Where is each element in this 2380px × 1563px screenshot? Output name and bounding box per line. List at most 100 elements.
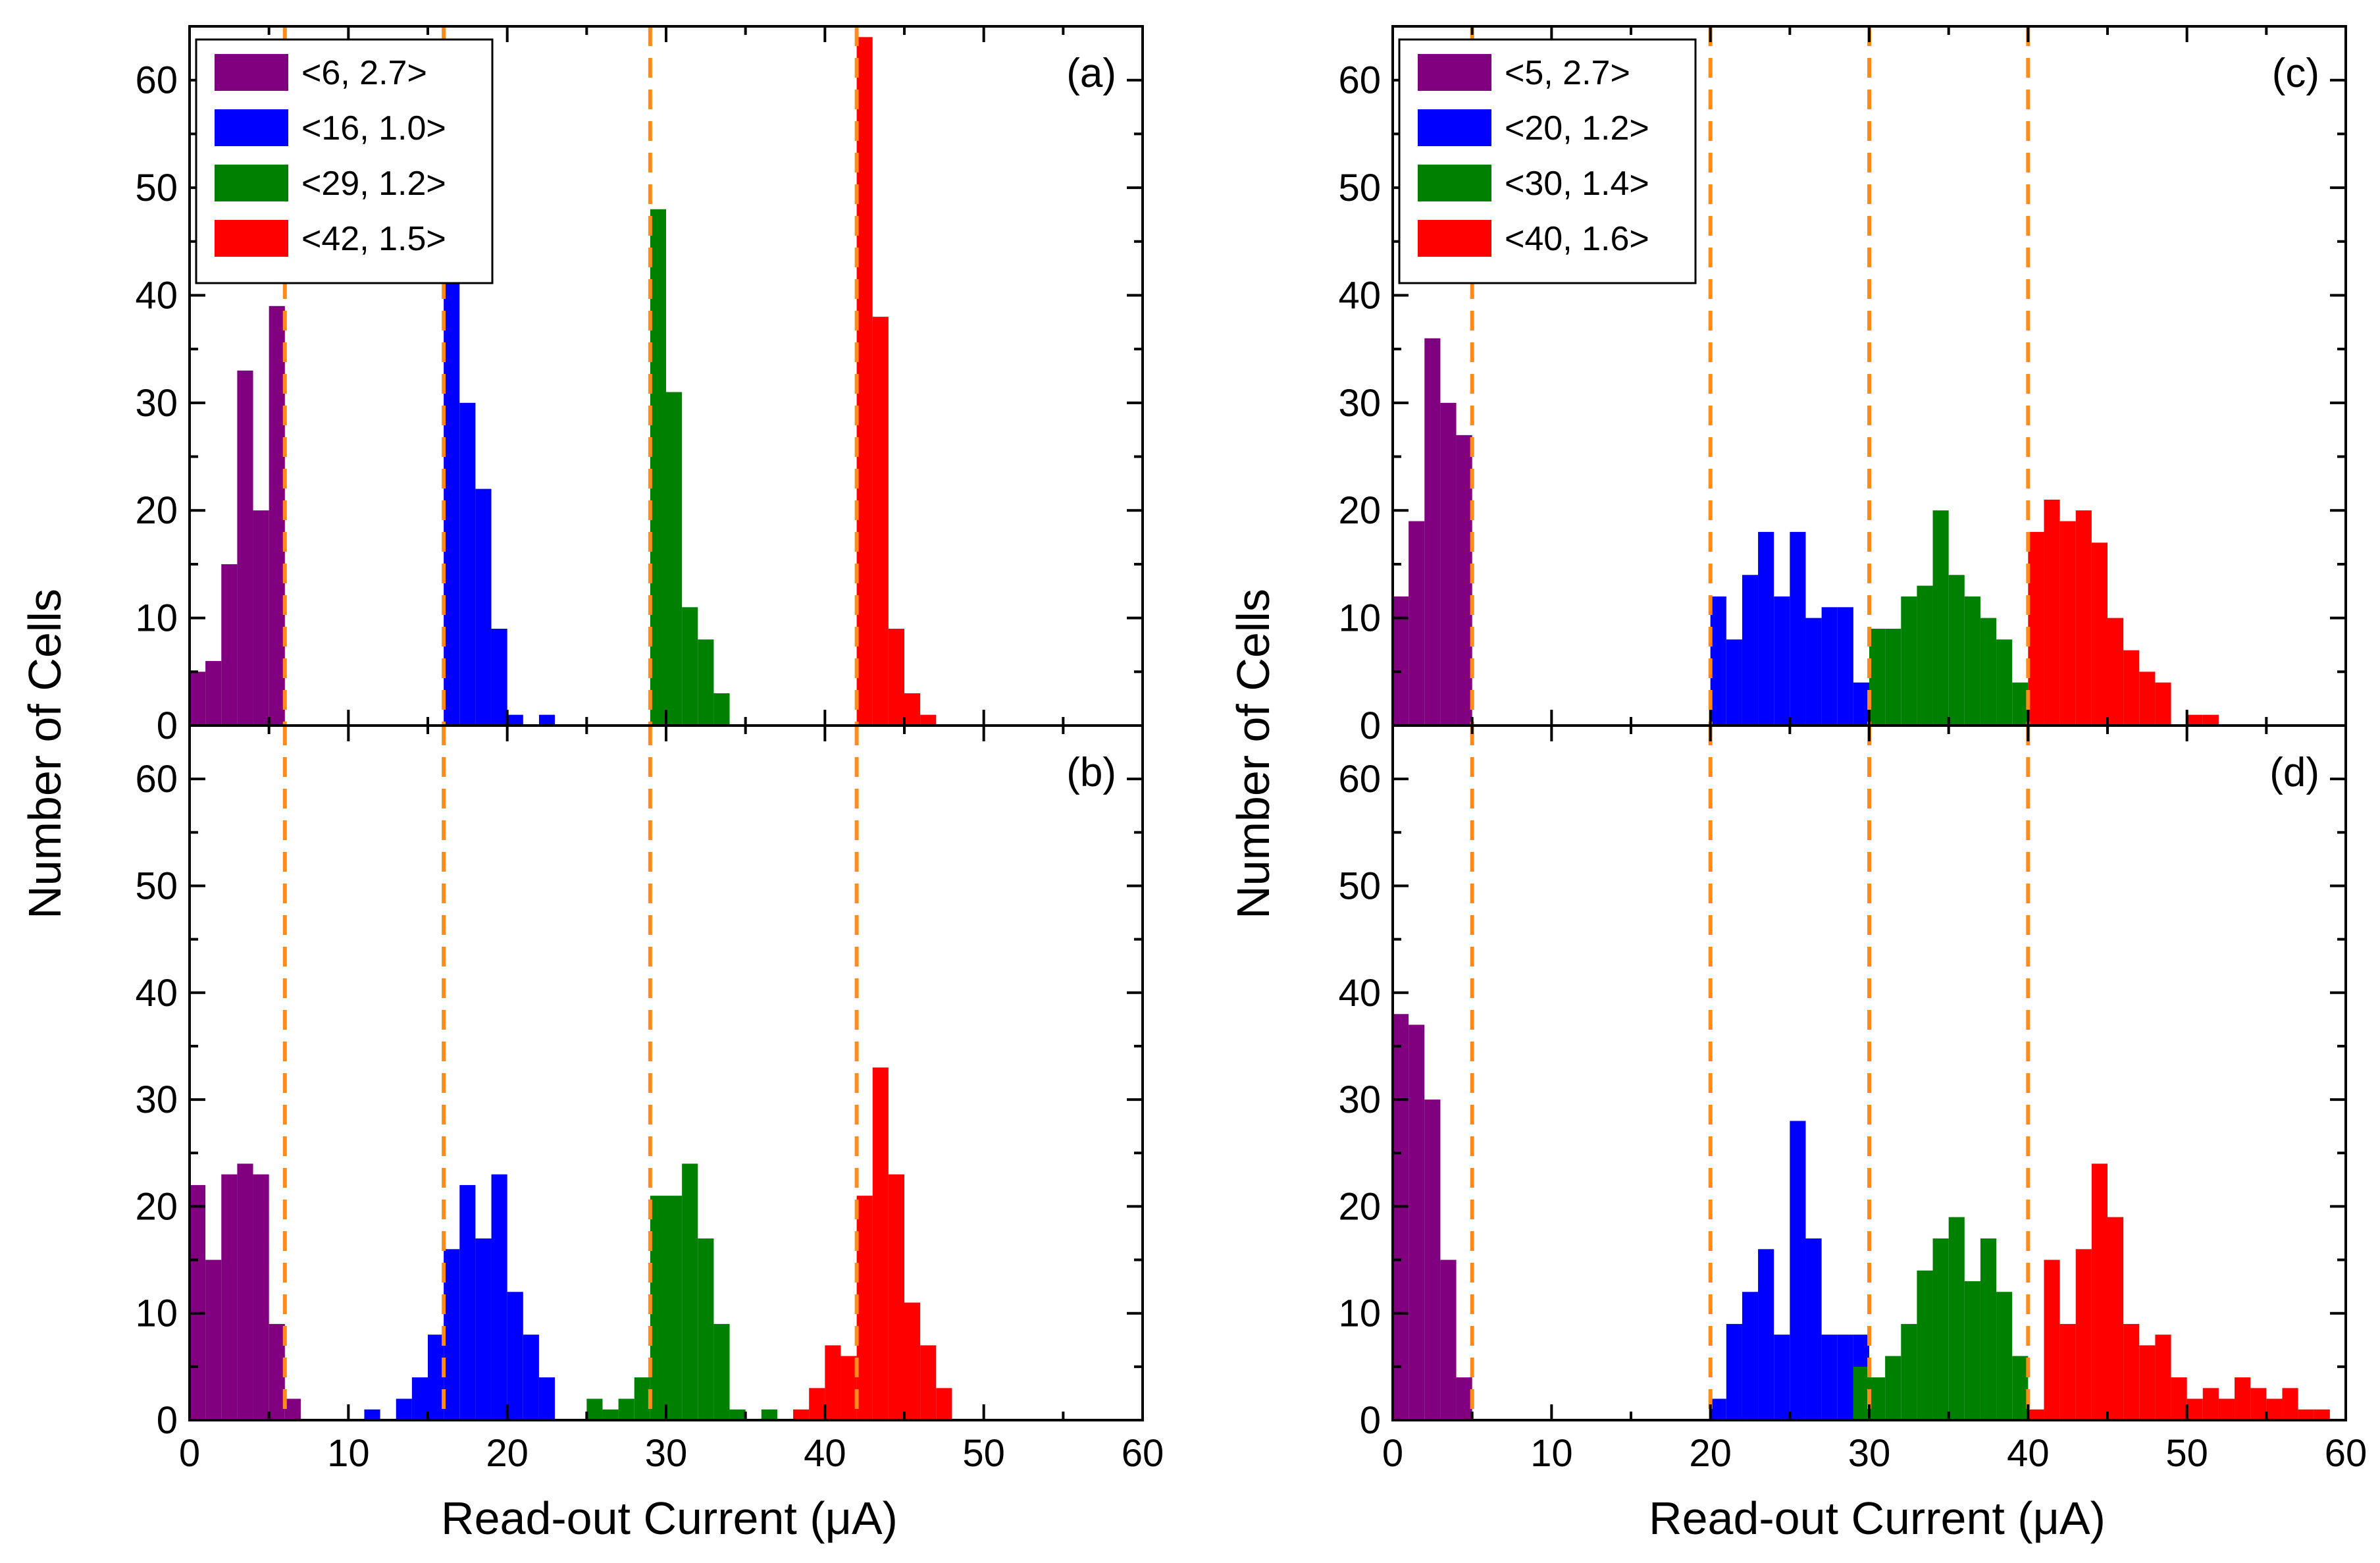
legend-swatch-blue: [1418, 109, 1491, 146]
bar-blue-23: [1758, 531, 1774, 726]
legend-swatch-red: [215, 220, 288, 257]
bar-green-37: [1980, 1238, 1997, 1420]
bar-red-47: [2139, 1345, 2156, 1420]
legend-entry-blue: <20, 1.2>: [1505, 109, 1649, 147]
legend-swatch-green: [215, 165, 288, 201]
bar-red-57: [2298, 1409, 2314, 1420]
legend: <5, 2.7> <20, 1.2> <30, 1.4> <40, 1.6>: [1398, 38, 1697, 284]
bar-red-46: [2123, 650, 2140, 726]
bar-blue-22: [538, 714, 556, 726]
bar-green-36: [761, 1409, 777, 1420]
y-tick-label-40: 40: [1338, 274, 1381, 317]
bar-blue-16: [444, 1249, 460, 1420]
bar-red-44: [2091, 1163, 2108, 1420]
bar-red-42: [2059, 521, 2076, 726]
y-tick-label-0: 0: [1360, 1399, 1381, 1442]
x-tick-label-60: 60: [1122, 1432, 1164, 1475]
bar-blue-26: [1805, 1238, 1822, 1420]
bar-blue-20: [507, 1292, 523, 1420]
y-tick-label-0: 0: [157, 1399, 178, 1442]
bar-green-32: [1901, 1323, 1917, 1420]
bar-blue-20: [1710, 1398, 1726, 1420]
bar-red-43: [2075, 510, 2092, 726]
bar-green-34: [729, 1409, 746, 1420]
y-tick-label-60: 60: [1338, 59, 1381, 102]
bar-red-45: [2108, 618, 2124, 726]
y-tick-label-20: 20: [135, 489, 178, 532]
bar-red-49: [2171, 1377, 2187, 1420]
y-tick-label-20: 20: [1338, 1185, 1381, 1228]
bar-purple-1: [1409, 521, 1425, 726]
legend-entry-purple: <5, 2.7>: [1505, 54, 1630, 92]
bar-blue-27: [1821, 1335, 1838, 1420]
bar-purple-3: [1440, 402, 1457, 726]
bar-red-41: [2044, 499, 2060, 726]
panel-label: (c): [2272, 51, 2319, 96]
bar-green-31: [682, 1163, 698, 1420]
legend-entry-blue: <16, 1.0>: [301, 109, 446, 147]
bar-green-29: [1853, 1366, 1869, 1420]
bar-green-33: [713, 693, 730, 726]
bar-green-26: [602, 1409, 619, 1420]
bar-purple-4: [253, 1174, 269, 1420]
x-axis-title-left: Read-out Current (μA): [441, 1493, 898, 1544]
y-axis-title-left: Number of Cells: [19, 589, 70, 919]
bar-red-51: [2202, 714, 2219, 726]
bar-blue-21: [523, 1335, 539, 1420]
bar-blue-18: [475, 1238, 492, 1420]
bar-red-41: [841, 1356, 857, 1420]
y-tick-label-50: 50: [1338, 167, 1381, 209]
panel-label: (b): [1066, 750, 1116, 795]
y-tick-label-40: 40: [135, 972, 178, 1015]
bar-green-29: [650, 1196, 666, 1420]
legend-swatch-purple: [1418, 54, 1491, 91]
bar-red-50: [2186, 714, 2203, 726]
x-tick-label-50: 50: [2165, 1432, 2208, 1475]
x-tick-label-10: 10: [327, 1432, 370, 1475]
bar-blue-22: [538, 1377, 556, 1420]
bar-blue-11: [364, 1409, 380, 1420]
bar-blue-23: [1758, 1249, 1774, 1420]
bar-blue-22: [1742, 575, 1759, 726]
bar-green-35: [1948, 1217, 1965, 1420]
bar-green-31: [682, 607, 698, 726]
bar-blue-21: [1726, 1323, 1742, 1420]
bar-red-44: [2091, 543, 2108, 726]
bar-green-33: [1917, 1270, 1933, 1420]
bar-green-33: [1917, 585, 1933, 726]
bar-red-41: [2044, 1259, 2060, 1420]
bar-red-50: [2186, 1398, 2203, 1420]
bar-purple-5: [269, 1323, 285, 1420]
y-tick-label-40: 40: [135, 274, 178, 317]
bar-purple-0: [1393, 1014, 1409, 1420]
bar-red-53: [2235, 1377, 2251, 1420]
bar-red-55: [2266, 1398, 2283, 1420]
bar-red-52: [2218, 1398, 2235, 1420]
bar-red-38: [793, 1409, 810, 1420]
bar-red-46: [920, 714, 937, 726]
panel-d: 0 10 20 30 40 50 60 0 10 20 30 40 50 60 (d): [1338, 724, 2367, 1475]
x-tick-label-20: 20: [486, 1432, 529, 1475]
bar-purple-0: [190, 1184, 206, 1420]
bar-red-56: [2282, 1388, 2298, 1420]
y-tick-label-20: 20: [1338, 489, 1381, 532]
y-tick-label-60: 60: [135, 758, 178, 801]
bar-blue-17: [459, 1184, 476, 1420]
bar-red-40: [825, 1345, 841, 1420]
bar-purple-5: [269, 305, 285, 726]
bar-green-30: [1869, 1377, 1886, 1420]
bar-red-45: [2108, 1217, 2124, 1420]
bar-red-39: [809, 1388, 825, 1420]
bar-green-34: [1932, 1238, 1949, 1420]
y-tick-label-50: 50: [135, 864, 178, 907]
y-tick-label-30: 30: [1338, 382, 1381, 425]
bar-green-39: [2012, 682, 2029, 726]
bar-blue-20: [1710, 596, 1726, 726]
bar-green-32: [698, 639, 714, 726]
legend: <6, 2.7> <16, 1.0> <29, 1.2> <42, 1.5>: [195, 38, 494, 284]
x-tick-label-10: 10: [1530, 1432, 1573, 1475]
bar-red-43: [872, 317, 889, 726]
bar-green-35: [1948, 575, 1965, 726]
bar-purple-0: [190, 672, 206, 726]
